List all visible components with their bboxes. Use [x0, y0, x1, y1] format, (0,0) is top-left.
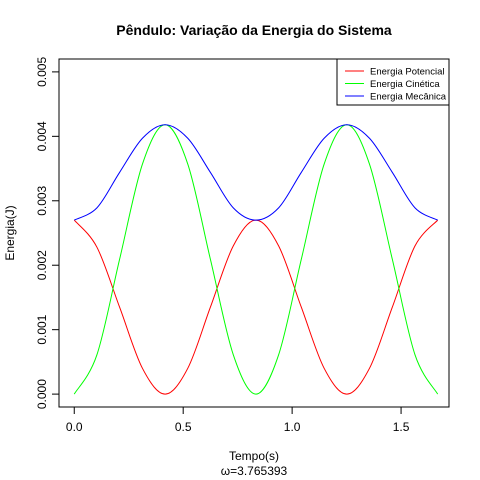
y-tick-label-3: 0.003 [35, 185, 49, 215]
series-group [73, 124, 439, 395]
y-tick-label-5: 0.005 [35, 57, 49, 87]
x-axis-sublabel: ω=3.765393 [221, 464, 288, 478]
series-line-0 [73, 219, 439, 395]
y-tick-label-4: 0.004 [35, 121, 49, 151]
x-tick-label-0: 0.0 [66, 420, 83, 434]
chart-title: Pêndulo: Variação da Energia do Sistema [116, 22, 392, 38]
x-axis: 0.0 0.5 1.0 1.5 [66, 407, 410, 434]
y-tick-label-1: 0.001 [35, 314, 49, 344]
series-line-1 [73, 124, 439, 395]
y-tick-label-0: 0.000 [35, 379, 49, 409]
y-axis-label: Energia(J) [3, 205, 17, 260]
y-axis: 0.000 0.001 0.002 0.003 0.004 0.005 [35, 57, 59, 409]
x-tick-label-1: 0.5 [175, 420, 192, 434]
legend-label-0: Energia Potencial [370, 67, 444, 78]
y-tick-label-2: 0.002 [35, 250, 49, 280]
x-tick-label-2: 1.0 [284, 420, 301, 434]
series-line-2 [74, 124, 438, 221]
x-axis-label: Tempo(s) [229, 449, 279, 463]
legend-label-1: Energia Cinética [370, 79, 440, 90]
legend-box [336, 58, 450, 106]
plot-frame [58, 58, 450, 408]
legend-label-2: Energia Mecânica [370, 92, 447, 103]
x-tick-label-3: 1.5 [393, 420, 410, 434]
